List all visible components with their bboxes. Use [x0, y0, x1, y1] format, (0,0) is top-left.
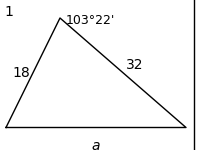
- Text: 1: 1: [4, 4, 13, 18]
- Text: 32: 32: [126, 58, 144, 72]
- Text: 103°22': 103°22': [66, 14, 115, 27]
- Text: a: a: [92, 138, 100, 150]
- Text: 18: 18: [12, 66, 30, 80]
